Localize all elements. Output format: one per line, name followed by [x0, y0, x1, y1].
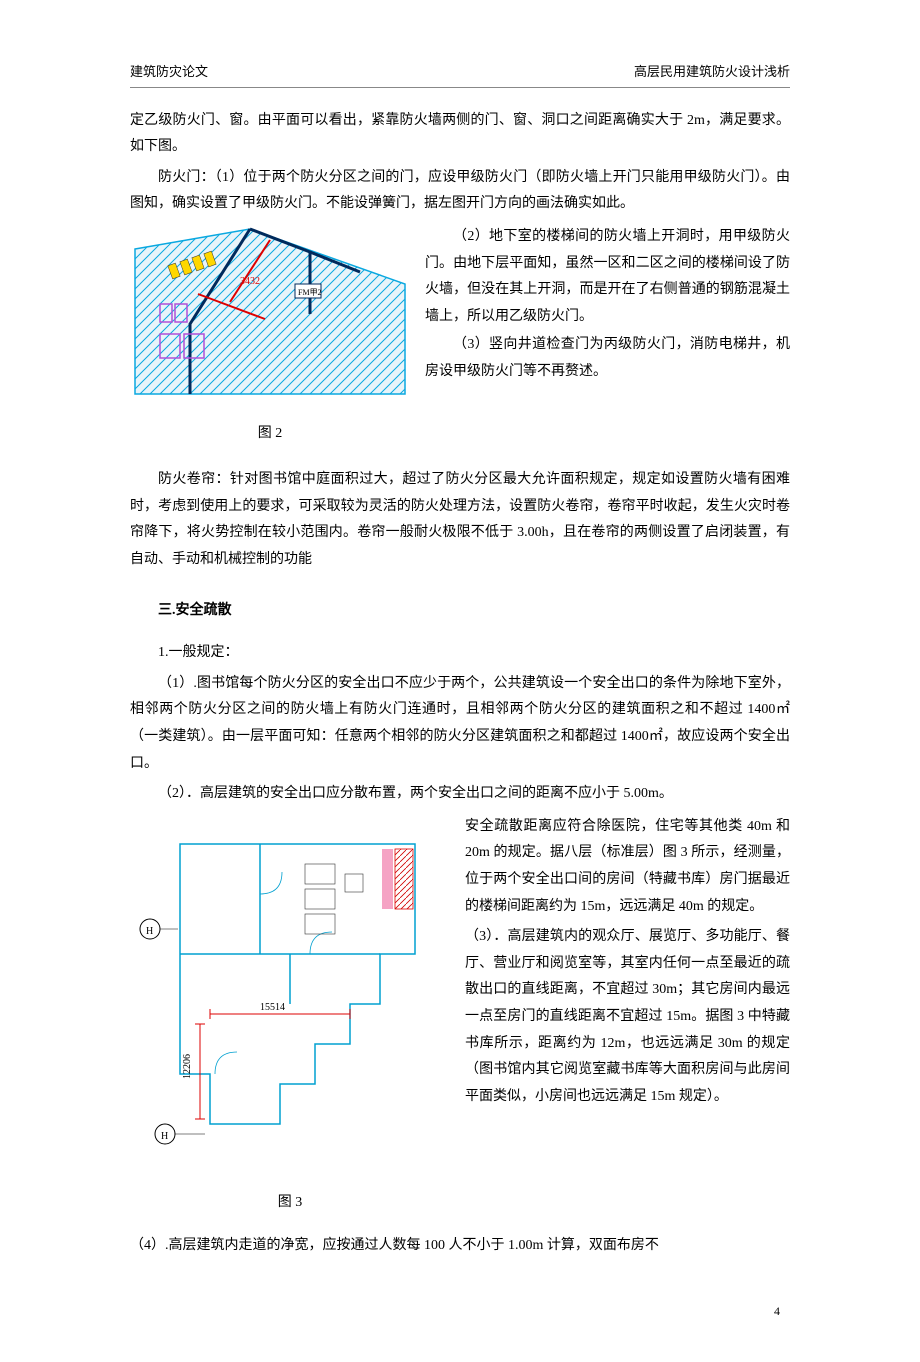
- figure-3-side-text: 安全疏散距离应符合除医院，住宅等其他类 40m 和 20m 的规定。据八层（标准…: [465, 814, 790, 1115]
- figure-3-block: 15514 12206 H H 图 3 安全疏散距离应符合除医院，住宅等其他类 …: [130, 814, 790, 1217]
- figure-2-caption: 图 2: [130, 421, 410, 448]
- section-3-1: 1.一般规定：: [130, 640, 790, 667]
- fig2-side-b: （3）竖向井道检查门为丙级防火门，消防电梯井，机房设甲级防火门等不再赘述。: [425, 332, 790, 385]
- figure-3-dim-v: 12206: [182, 1054, 193, 1079]
- header-right: 高层民用建筑防火设计浅析: [634, 60, 790, 85]
- page-header: 建筑防灾论文 高层民用建筑防火设计浅析: [130, 60, 790, 85]
- header-left: 建筑防灾论文: [130, 60, 208, 85]
- fig3-side-b: （3）．高层建筑内的观众厅、展览厅、多功能厅、餐厅、营业厅和阅览室等，其室内任何…: [465, 924, 790, 1110]
- fig3-side-a: 安全疏散距离应符合除医院，住宅等其他类 40m 和 20m 的规定。据八层（标准…: [465, 814, 790, 920]
- section-3-title: 三.安全疏散: [130, 598, 790, 625]
- paragraph-3: 防火卷帘：针对图书馆中庭面积过大，超过了防火分区最大允许面积规定，规定如设置防火…: [130, 467, 790, 573]
- fig2-side-a: （2）地下室的楼梯间的防火墙上开洞时，用甲级防火门。由地下层平面知，虽然一区和二…: [425, 224, 790, 330]
- figure-2-svg: 3432 FM甲2: [130, 224, 410, 404]
- svg-text:FM甲2: FM甲2: [298, 288, 322, 297]
- paragraph-1: 定乙级防火门、窗。由平面可以看出，紧靠防火墙两侧的门、窗、洞口之间距离确实大于 …: [130, 108, 790, 161]
- section-3-1-2: （2）．高层建筑的安全出口应分散布置，两个安全出口之间的距离不应小于 5.00m…: [130, 781, 790, 808]
- page-number: 4: [130, 1300, 790, 1323]
- figure-3-svg: 15514 12206 H H: [130, 814, 450, 1174]
- section-3-1-1: （1）.图书馆每个防火分区的安全出口不应少于两个，公共建筑设一个安全出口的条件为…: [130, 671, 790, 777]
- header-divider: [130, 87, 790, 88]
- figure-3-container: 15514 12206 H H 图 3: [130, 814, 450, 1217]
- figure-2-block: 3432 FM甲2 图 2 （2）地下室的楼梯间的防火墙上开洞时，用甲级防火门。…: [130, 224, 790, 447]
- svg-text:H: H: [161, 1131, 168, 1142]
- figure-2-side-text: （2）地下室的楼梯间的防火墙上开洞时，用甲级防火门。由地下层平面知，虽然一区和二…: [425, 224, 790, 388]
- figure-2-label: 3432: [240, 276, 260, 287]
- figure-3-caption: 图 3: [130, 1190, 450, 1217]
- paragraph-4: （4）.高层建筑内走道的净宽，应按通过人数每 100 人不小于 1.00m 计算…: [130, 1233, 790, 1260]
- svg-text:H: H: [146, 926, 153, 937]
- paragraph-2: 防火门：（1）位于两个防火分区之间的门，应设甲级防火门（即防火墙上开门只能用甲级…: [130, 165, 790, 218]
- figure-3-dim-h: 15514: [260, 1002, 285, 1013]
- figure-2-container: 3432 FM甲2 图 2: [130, 224, 410, 447]
